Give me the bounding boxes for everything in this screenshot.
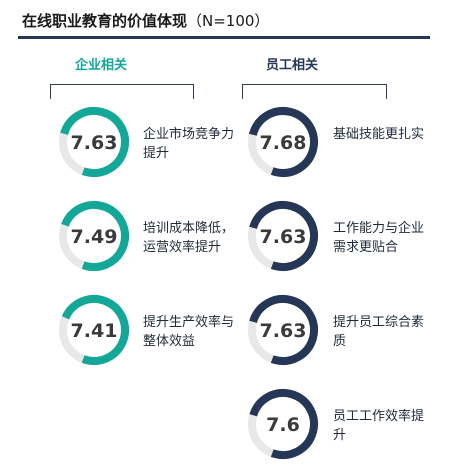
group-label-employee: 员工相关 [266,58,319,73]
gauge-value: 7.41 [71,320,118,342]
gauge-value: 7.49 [71,226,118,248]
gauge-value: 7.63 [71,132,118,154]
group-bracket-employee [242,84,387,99]
gauge-arc [248,295,318,365]
gauge-arc [248,107,318,177]
gauge-category-label: 工作能力与企业需求更贴合 [333,221,425,255]
group-bracket-enterprise [50,84,194,99]
gauge-category-label: 基础技能更扎实 [333,127,425,142]
gauge-arc [59,107,129,177]
chart-title-main: 在线职业教育的价值体现 [22,12,188,30]
gauge-category-label: 培训成本降低，运营效率提升 [143,221,235,255]
group-label-enterprise: 企业相关 [75,58,128,73]
gauge-arc [59,201,129,271]
gauge-value: 7.63 [260,226,307,248]
gauge-category-label: 员工工作效率提升 [333,409,425,443]
title-underline [18,36,430,39]
gauge-value: 7.6 [266,414,300,436]
gauge-arc [59,295,129,365]
gauge-category-label: 企业市场竞争力提升 [143,127,235,161]
chart-title: 在线职业教育的价值体现（N=100） [22,10,269,31]
gauge-category-label: 提升员工综合素质 [333,315,425,349]
gauge-arc [248,200,318,271]
gauge-arc [248,389,318,459]
chart-title-sample-size: （N=100） [187,12,270,30]
gauge-value: 7.63 [260,320,307,342]
gauge-value: 7.68 [260,132,307,154]
gauge-category-label: 提升生产效率与整体效益 [143,315,235,349]
